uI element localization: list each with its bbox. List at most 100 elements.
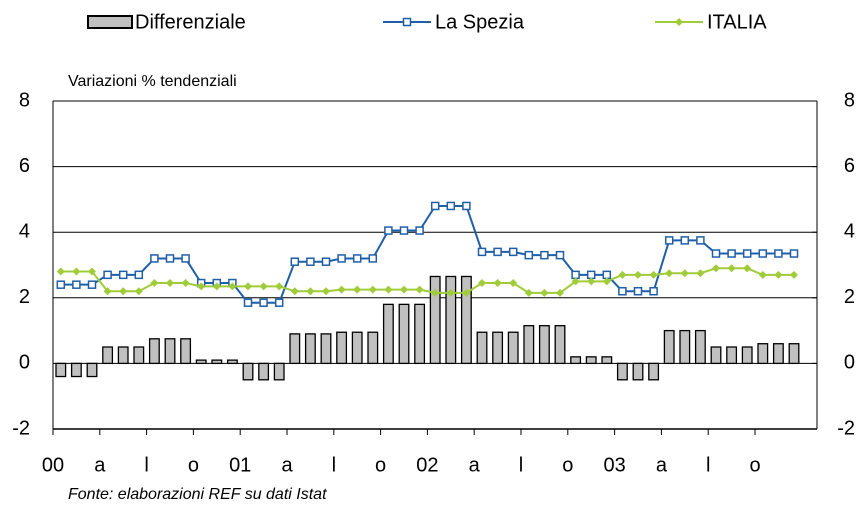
bar (258, 362, 270, 381)
marker (602, 277, 611, 286)
marker (353, 285, 362, 294)
x-tick-label: l (519, 454, 523, 476)
bar (601, 356, 613, 365)
x-tick-label: a (94, 454, 106, 476)
bar (741, 346, 753, 365)
marker (103, 270, 112, 280)
marker (431, 288, 440, 297)
bar (523, 325, 535, 365)
marker (400, 285, 408, 294)
marker (415, 226, 424, 235)
marker (774, 249, 783, 258)
x-tick-label: o (749, 454, 760, 476)
x-tick-label: 01 (229, 454, 251, 476)
bar (429, 275, 441, 365)
marker (493, 247, 502, 257)
marker (680, 236, 690, 245)
legend-label: ITALIA (707, 11, 767, 33)
marker (664, 236, 674, 245)
marker (446, 288, 455, 297)
marker (774, 270, 783, 279)
bar (70, 362, 82, 378)
marker (711, 249, 721, 258)
marker (633, 286, 643, 296)
y-tick-label: 4 (19, 220, 30, 242)
legend-swatch (87, 15, 133, 29)
marker (758, 249, 768, 258)
x-tick-label: o (562, 454, 573, 476)
y2-tick-label: 2 (844, 286, 855, 308)
source-note: Fonte: elaborazioni REF su dati Istat (68, 486, 327, 503)
marker (337, 285, 346, 294)
marker (118, 270, 128, 280)
bar (726, 346, 738, 365)
marker (789, 249, 799, 258)
marker (743, 264, 752, 273)
bar (242, 362, 254, 381)
marker (649, 270, 658, 279)
marker (727, 249, 736, 258)
marker (244, 282, 252, 291)
bar (180, 338, 192, 365)
marker (384, 285, 393, 294)
x-tick-label: 03 (603, 454, 625, 476)
y2-tick-label: 6 (844, 155, 855, 177)
marker (571, 277, 580, 286)
marker (508, 247, 518, 257)
x-tick-label: 02 (416, 454, 438, 476)
marker (665, 269, 674, 278)
bar (585, 356, 597, 365)
y-tick-label: 8 (19, 89, 30, 111)
bar (351, 331, 363, 365)
bar (195, 359, 207, 365)
marker (56, 267, 65, 276)
marker (384, 226, 393, 235)
x-tick-label: o (188, 454, 199, 476)
y2-tick-label: 0 (844, 352, 855, 374)
marker (571, 270, 580, 280)
x-tick-label: a (469, 454, 481, 476)
marker (228, 282, 237, 291)
bar (492, 331, 504, 365)
marker (259, 282, 268, 291)
x-tick-label: a (281, 454, 293, 476)
bar (710, 346, 722, 365)
marker (618, 286, 627, 296)
bar (102, 346, 114, 365)
y-tick-label: 6 (19, 155, 30, 177)
bar (336, 331, 348, 365)
marker (727, 264, 736, 273)
y2-tick-label: 8 (844, 89, 855, 111)
marker (88, 267, 96, 276)
marker (540, 288, 549, 297)
marker (477, 247, 487, 257)
marker (415, 285, 424, 294)
marker (166, 279, 174, 288)
marker (212, 282, 221, 291)
marker (103, 287, 112, 296)
bar (679, 329, 691, 365)
bar (507, 331, 519, 365)
marker (446, 201, 456, 211)
chart-subtitle: Variazioni % tendenziali (68, 73, 237, 90)
y-tick-label: -2 (12, 417, 30, 439)
marker (742, 249, 752, 258)
marker (462, 201, 471, 211)
marker (306, 287, 315, 296)
bar (382, 303, 394, 365)
marker (290, 287, 299, 296)
marker (306, 257, 315, 266)
marker (150, 254, 159, 263)
x-tick-label: l (706, 454, 710, 476)
x-tick-label: l (144, 454, 148, 476)
bar (226, 359, 238, 365)
bar (55, 362, 67, 378)
marker (696, 236, 705, 245)
bar (289, 333, 301, 365)
legend-label: Differenziale (135, 11, 246, 33)
marker (618, 270, 627, 279)
marker (368, 285, 377, 294)
marker (587, 277, 596, 286)
bar (632, 362, 644, 381)
